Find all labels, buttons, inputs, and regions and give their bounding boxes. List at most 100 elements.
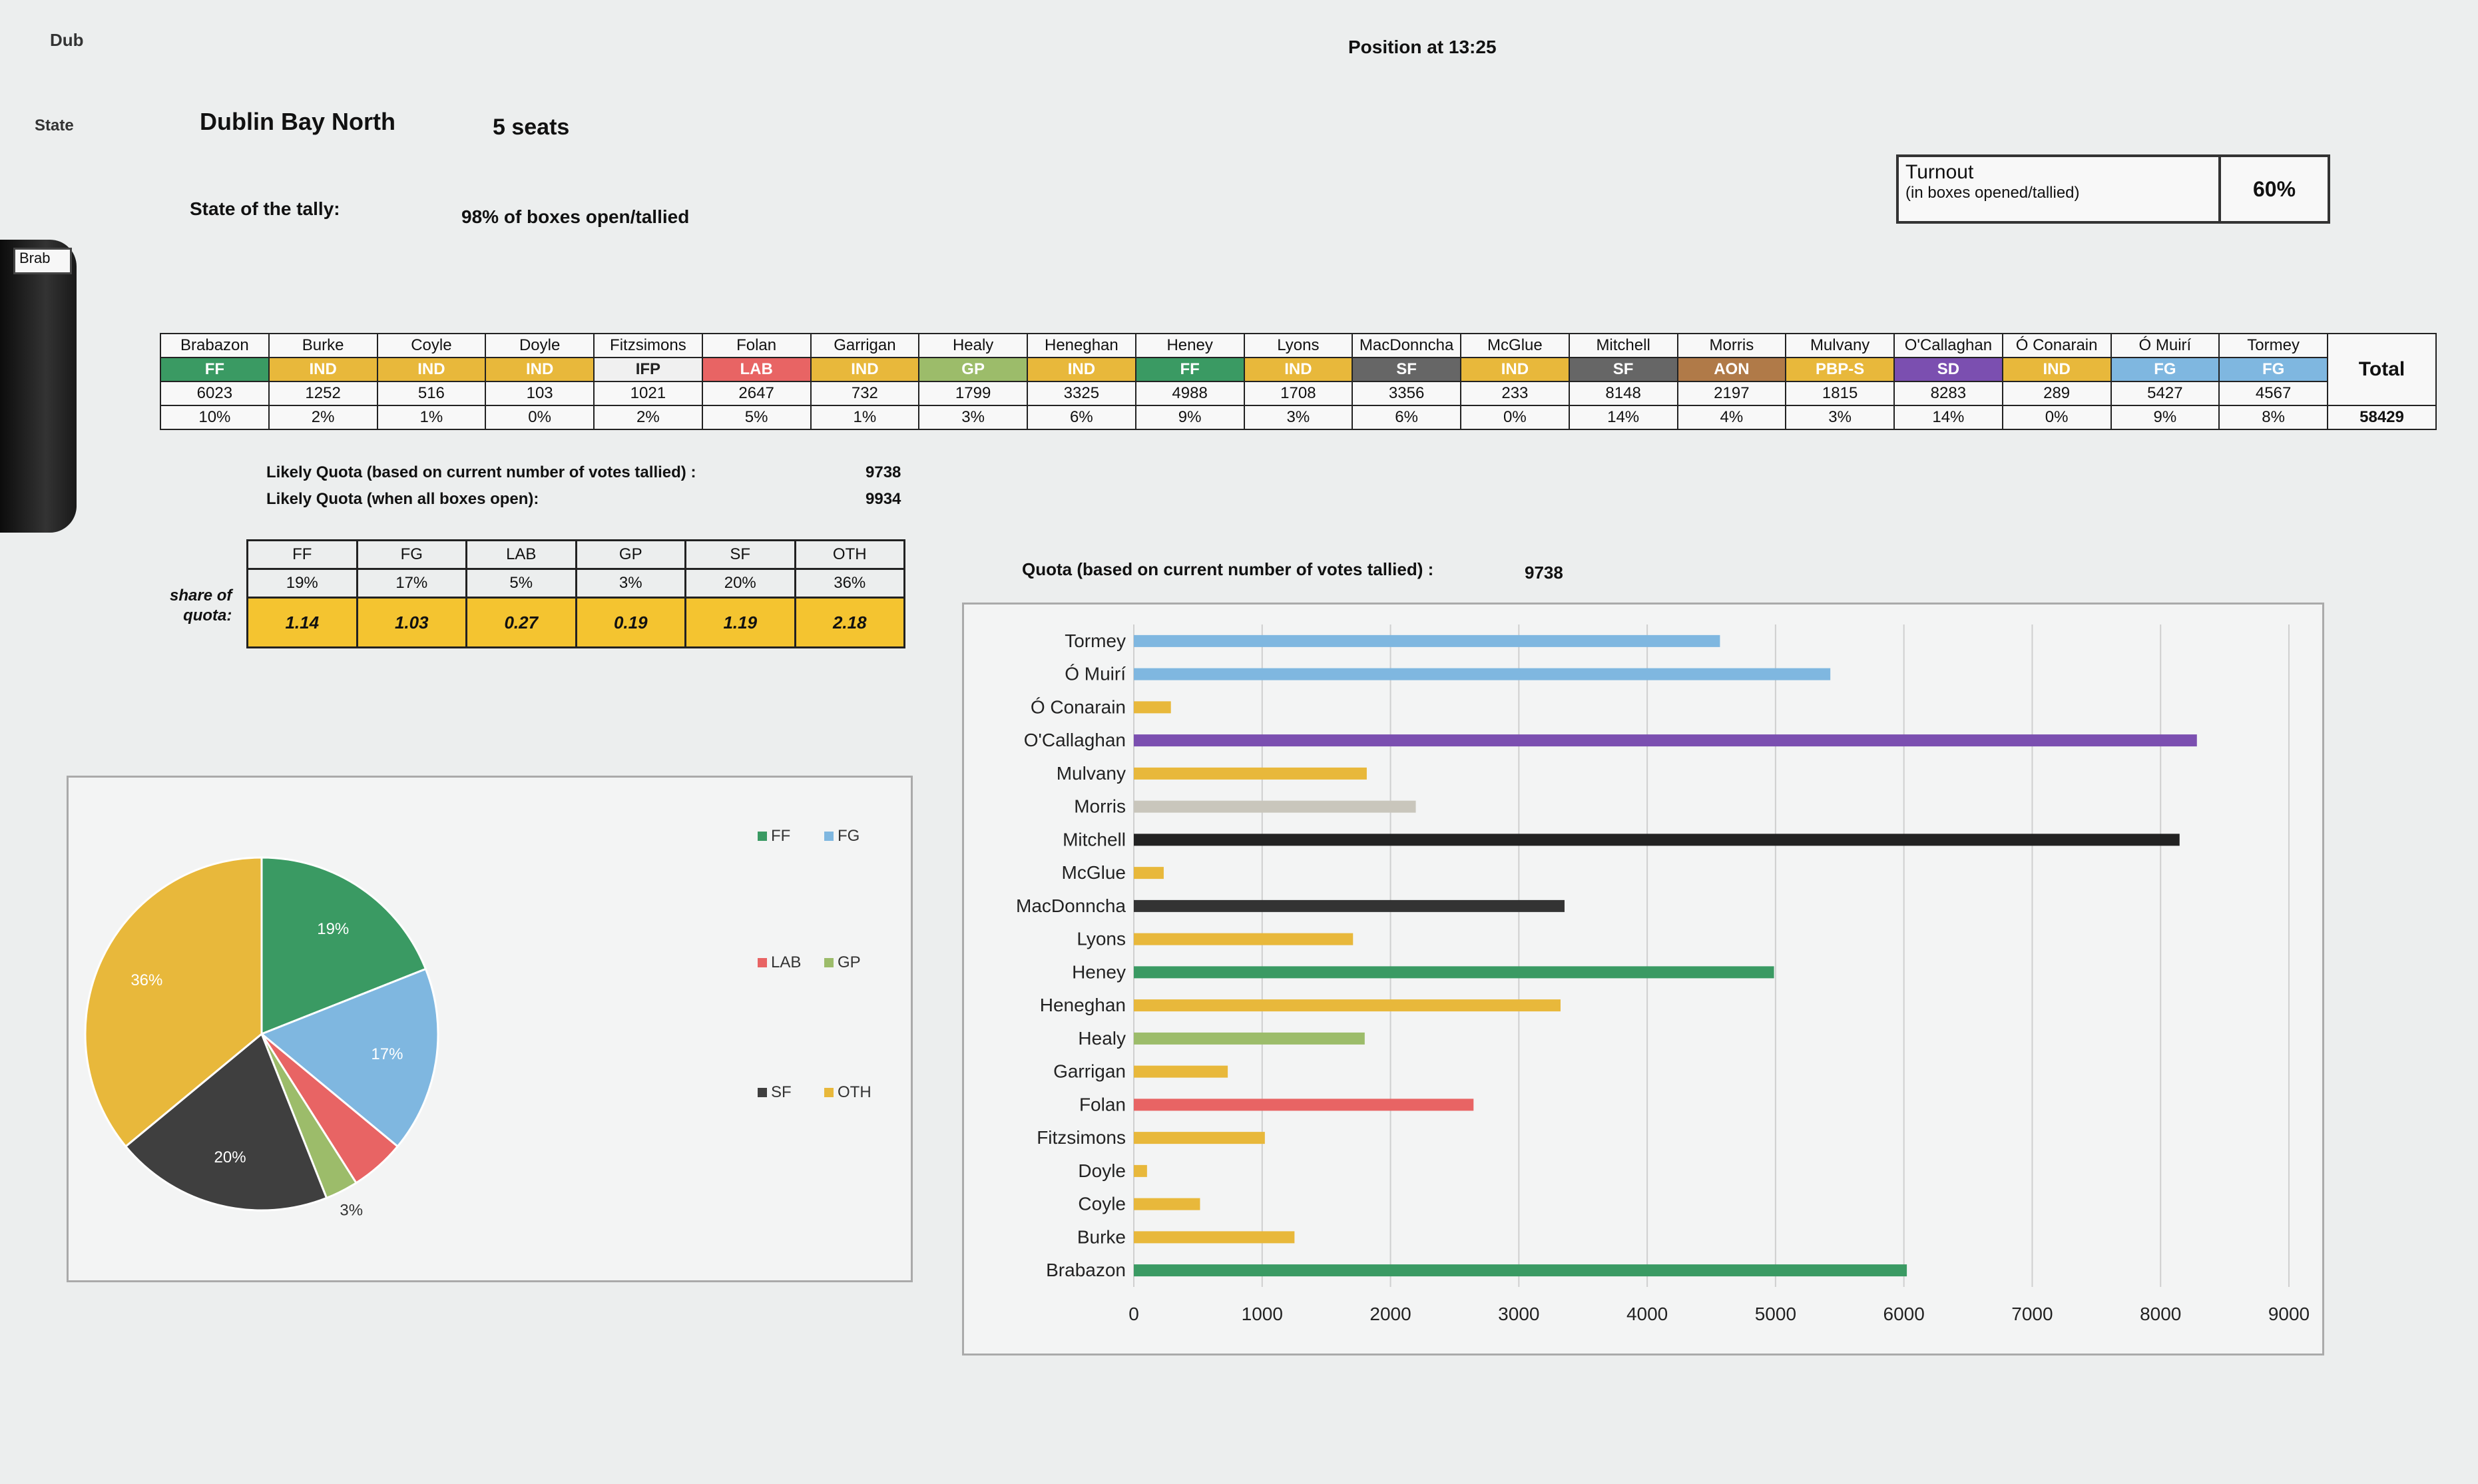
share-value-row: 1.14 1.03 0.27 0.19 1.19 2.18 bbox=[246, 597, 905, 648]
candidate-party-cell: SF bbox=[1352, 357, 1461, 382]
share-value-cell: 2.18 bbox=[794, 597, 905, 648]
candidate-votes-cell: 1799 bbox=[918, 381, 1028, 406]
y-category-label: Heney bbox=[1072, 961, 1126, 982]
candidate-votes-cell: 1021 bbox=[593, 381, 703, 406]
candidate-votes-cell: 233 bbox=[1460, 381, 1570, 406]
share-value-cell: 0.19 bbox=[575, 597, 686, 648]
pie-chart: 19% 17% 3% 20% 36% FF FG LAB GP SF OTH bbox=[84, 827, 871, 1219]
legend-label-gp: GP bbox=[838, 953, 861, 971]
constituency-name: Dublin Bay North bbox=[200, 108, 395, 135]
legend-swatch-lab bbox=[758, 958, 767, 967]
bar-chart-caption-value: 9738 bbox=[1525, 563, 1563, 583]
share-label-line2: quota: bbox=[183, 607, 232, 624]
candidate-name-cell: Mitchell bbox=[1568, 333, 1678, 358]
y-category-label: Brabazon bbox=[1046, 1260, 1126, 1280]
y-category-label: Coyle bbox=[1078, 1194, 1126, 1214]
tally-label: State of the tally: bbox=[190, 198, 340, 219]
bar-folan bbox=[1134, 1099, 1474, 1111]
candidate-votes-cell: 3356 bbox=[1352, 381, 1461, 406]
x-tick-label: 7000 bbox=[2011, 1304, 2053, 1324]
bar-fitzsimons bbox=[1134, 1132, 1265, 1144]
candidate-party-cell: FF bbox=[160, 357, 270, 382]
candidate-party-row: FF IND IND IND IFP LAB IND GP IND FF IND SF IND SF AON… bbox=[160, 357, 2436, 382]
y-category-label: Doyle bbox=[1078, 1160, 1126, 1181]
pie-data-label: 17% bbox=[371, 1045, 403, 1063]
bar-mcglue bbox=[1134, 867, 1164, 879]
y-category-label: MacDonncha bbox=[1016, 895, 1126, 916]
candidate-name-cell: Garrigan bbox=[810, 333, 920, 358]
bar-burke bbox=[1134, 1231, 1295, 1244]
pie-slice-oth bbox=[84, 856, 263, 1148]
y-category-label: Ó Conarain bbox=[1031, 696, 1126, 717]
share-label: share of quota: bbox=[170, 586, 232, 626]
candidate-votes-cell: 6023 bbox=[160, 381, 270, 406]
candidate-votes-cell: 4988 bbox=[1134, 381, 1245, 406]
share-party-row: FF FG LAB GP SF OTH bbox=[246, 539, 905, 570]
x-tick-label: 6000 bbox=[1883, 1304, 1925, 1324]
candidate-pct-cell: 1% bbox=[376, 405, 487, 430]
y-category-label: Folan bbox=[1079, 1094, 1126, 1114]
candidate-pct-cell: 3% bbox=[1785, 405, 1895, 430]
bar-doyle bbox=[1134, 1164, 1147, 1177]
y-category-label: Heneghan bbox=[1040, 995, 1126, 1015]
candidate-pct-cell: 3% bbox=[1243, 405, 1354, 430]
total-label: Total bbox=[2327, 333, 2437, 406]
candidate-pct-cell: 6% bbox=[1352, 405, 1461, 430]
bar-brabazon bbox=[1134, 1264, 1907, 1277]
candidate-pct-cell: 2% bbox=[593, 405, 703, 430]
candidate-party-cell: FG bbox=[2110, 357, 2220, 382]
bar-coyle bbox=[1134, 1198, 1200, 1210]
candidate-votes-cell: 8148 bbox=[1568, 381, 1678, 406]
candidate-name-cell: Healy bbox=[918, 333, 1028, 358]
candidate-name-cell: Doyle bbox=[485, 333, 595, 358]
bar-chart-caption: Quota (based on current number of votes … bbox=[1022, 559, 1434, 579]
legend-swatch-fg bbox=[824, 832, 834, 841]
share-party-cell: OTH bbox=[794, 539, 905, 570]
pie-slice-ff bbox=[260, 856, 427, 1036]
legend-swatch-sf bbox=[758, 1088, 767, 1097]
bar-garrigan bbox=[1134, 1065, 1228, 1078]
bar-chart: 0 1000 2000 3000 4000 5000 6000 7000 8000 9000 Tor… bbox=[1016, 624, 2310, 1324]
pie-data-label: 20% bbox=[214, 1148, 246, 1166]
candidate-name-cell: Ó Conarain bbox=[2001, 333, 2112, 358]
candidate-votes-cell: 2647 bbox=[701, 381, 812, 406]
y-category-label: Fitzsimons bbox=[1037, 1127, 1126, 1148]
candidate-pct-cell: 8% bbox=[2218, 405, 2328, 430]
candidate-name-cell: Folan bbox=[701, 333, 812, 358]
bar--conarain bbox=[1134, 701, 1171, 714]
share-party-cell: GP bbox=[575, 539, 686, 570]
candidate-votes-cell: 732 bbox=[810, 381, 920, 406]
candidate-votes-cell: 8283 bbox=[1893, 381, 2003, 406]
candidate-pct-cell: 5% bbox=[701, 405, 812, 430]
bar-tormey bbox=[1134, 634, 1720, 647]
bar-lyons bbox=[1134, 933, 1354, 945]
candidate-pct-cell: 2% bbox=[268, 405, 378, 430]
candidate-party-cell: IND bbox=[376, 357, 487, 382]
candidate-votes-cell: 5427 bbox=[2110, 381, 2220, 406]
candidate-votes-cell: 289 bbox=[2001, 381, 2112, 406]
candidate-name-cell: Ó Muirí bbox=[2110, 333, 2220, 358]
candidate-party-cell: SF bbox=[1568, 357, 1678, 382]
x-tick-label: 9000 bbox=[2268, 1304, 2310, 1324]
bar-o-callaghan bbox=[1134, 734, 2197, 747]
bar-macdonncha bbox=[1134, 899, 1565, 912]
quota-current-label: Likely Quota (based on current number of… bbox=[266, 463, 696, 481]
candidate-name-cell: Burke bbox=[268, 333, 378, 358]
y-category-label: Morris bbox=[1074, 796, 1126, 817]
candidate-table: Brabazon Burke Coyle Doyle Fitzsimons Folan Ga… bbox=[160, 333, 2437, 430]
legend-label-ff: FF bbox=[771, 827, 790, 845]
candidate-name-cell: Tormey bbox=[2218, 333, 2328, 358]
total-value: 58429 bbox=[2327, 405, 2437, 430]
quota-labels: Likely Quota (based on current number of… bbox=[266, 459, 696, 513]
candidate-votes-cell: 1252 bbox=[268, 381, 378, 406]
x-tick-label: 8000 bbox=[2140, 1304, 2181, 1324]
candidate-pct-cell: 4% bbox=[1676, 405, 1787, 430]
binder-tab bbox=[0, 240, 77, 533]
candidate-name-cell: O'Callaghan bbox=[1893, 333, 2003, 358]
y-category-label: Healy bbox=[1078, 1028, 1126, 1049]
quota-current-value: 9738 bbox=[866, 463, 901, 481]
legend-swatch-oth bbox=[824, 1088, 834, 1097]
candidate-pct-row: 10% 2% 1% 0% 2% 5% 1% 3% 6% 9% 3% 6% 0% 14% 4% 3% 14% 0% 9… bbox=[160, 405, 2437, 430]
candidate-party-cell: PBP-S bbox=[1785, 357, 1895, 382]
share-of-quota-table: FF FG LAB GP SF OTH 19% 17% 5% 3% 20% 36% 1.14 1.03… bbox=[246, 539, 905, 648]
